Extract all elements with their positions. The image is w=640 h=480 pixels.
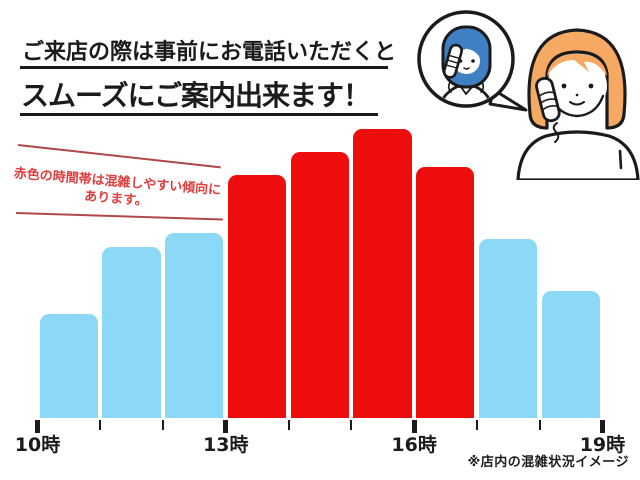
bar-16-17時	[416, 166, 475, 418]
headline-line1: ご来店の際は事前にお電話いただくと	[22, 40, 397, 65]
x-axis-label-16時: 16時	[391, 434, 437, 456]
x-axis-minor-tick-15	[350, 420, 353, 430]
headline-underline-2	[20, 113, 378, 116]
bar-17-18時	[478, 238, 538, 418]
x-axis-minor-tick-14	[287, 420, 290, 430]
phone-receiver-icon	[535, 76, 561, 123]
headline-underline-1	[20, 66, 388, 69]
x-axis-minor-tick-18	[538, 420, 541, 430]
bar-15-16時	[353, 129, 412, 418]
x-axis-label-13時: 13時	[203, 434, 249, 456]
x-axis-label-19時: 19時	[579, 434, 626, 456]
operator-with-phone-icon	[441, 25, 492, 104]
x-axis-major-tick-16	[411, 420, 417, 433]
x-axis-minor-tick-11	[99, 420, 102, 430]
bar-10-11時	[39, 313, 98, 418]
bar-14-15時	[290, 152, 349, 418]
headline-line2: スムーズにご案内出来ます！	[21, 79, 371, 112]
x-axis-major-tick-13	[223, 420, 229, 433]
x-axis-minor-tick-17	[475, 420, 478, 430]
footnote: ※店内の混雑状況イメージ	[467, 455, 629, 470]
bar-11-12時	[102, 247, 161, 418]
bar-12-13時	[165, 233, 224, 418]
x-axis-major-tick-19	[599, 420, 605, 433]
bar-18-19時	[541, 290, 600, 418]
x-axis-major-tick-10	[35, 420, 40, 433]
x-axis-label-10時: 10時	[14, 434, 61, 456]
phone-call-illustration	[417, 10, 640, 180]
caller-with-phone-icon	[516, 28, 640, 180]
x-axis-minor-tick-12	[162, 420, 165, 430]
bar-13-14時	[227, 175, 287, 418]
